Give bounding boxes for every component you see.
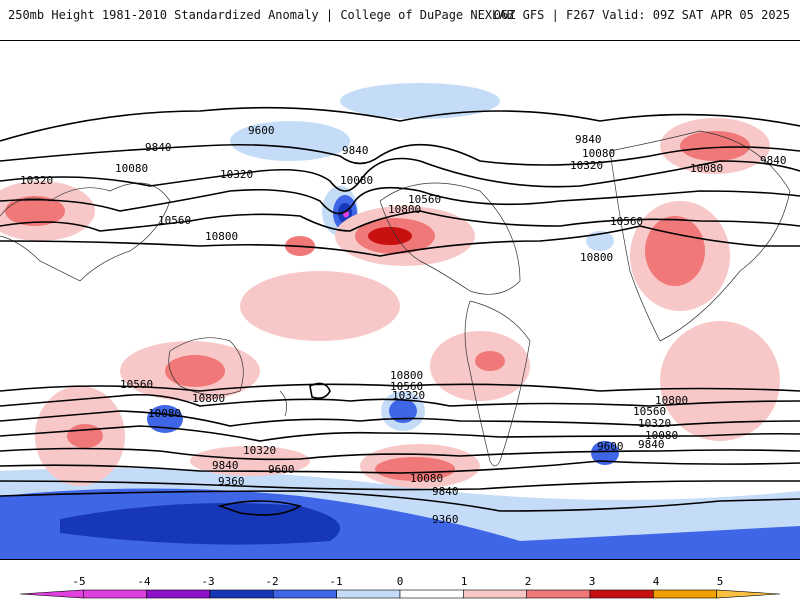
contour-label: 10320 — [220, 168, 253, 181]
contour-label: 9840 — [145, 141, 172, 154]
colorbar-segment — [653, 589, 717, 599]
colorbar-segment — [209, 589, 274, 599]
colorbar-ticks: -5 -4 -3 -2 -1 0 1 2 3 4 5 — [72, 575, 723, 588]
colorbar-segment — [336, 589, 401, 599]
contour-label: 10080 — [115, 162, 148, 175]
colorbar-segment — [146, 589, 211, 599]
contour-label: 9840 — [212, 459, 239, 472]
colorbar-segment — [526, 589, 591, 599]
colorbar-arrow-left — [19, 589, 84, 599]
contour-label: 10080 — [148, 407, 181, 420]
contour-label: 10080 — [582, 147, 615, 160]
colorbar-tick: -3 — [201, 575, 214, 588]
contour-label: 9840 — [432, 485, 459, 498]
contour-label: 10080 — [690, 162, 723, 175]
contour-label: 10560 — [408, 193, 441, 206]
positive-anomaly-shading — [0, 118, 780, 488]
colorbar-segment — [399, 589, 464, 599]
contour-label: 9840 — [760, 154, 787, 167]
contour-label: 10080 — [645, 429, 678, 442]
contour-label-group: 9600 9840 10080 10320 10560 10800 9840 1… — [20, 124, 787, 526]
colorbar-tick: 2 — [525, 575, 532, 588]
contour-label: 10560 — [610, 215, 643, 228]
contour-label: 9600 — [597, 440, 624, 453]
colorbar-tick: -5 — [72, 575, 85, 588]
map-frame: 9600 9840 10080 10320 10560 10800 9840 1… — [0, 40, 800, 560]
contour-label: 10320 — [20, 174, 53, 187]
contour-label: 9600 — [248, 124, 275, 137]
contour-label: 10560 — [158, 214, 191, 227]
contour-label: 10800 — [205, 230, 238, 243]
contour-label: 10080 — [340, 174, 373, 187]
contour-label: 10320 — [392, 389, 425, 402]
contour-label: 10560 — [390, 380, 423, 393]
colorbar-segment — [589, 589, 654, 599]
contour-label: 10800 — [192, 392, 225, 405]
contour-label: 9600 — [268, 463, 295, 476]
colorbar: -5 -4 -3 -2 -1 0 1 2 3 4 5 — [0, 560, 800, 600]
colorbar-boxes — [19, 589, 781, 599]
contour-label: 10080 — [410, 472, 443, 485]
colorbar-tick: 3 — [589, 575, 596, 588]
coastlines — [0, 130, 791, 467]
contour-label: 10320 — [243, 444, 276, 457]
contour-label: 9840 — [342, 144, 369, 157]
contour-label: 9840 — [575, 133, 602, 146]
colorbar-tick: 1 — [461, 575, 468, 588]
colorbar-tick: 4 — [653, 575, 660, 588]
colorbar-segment — [273, 589, 337, 599]
model-run-info: 06Z GFS | F267 Valid: 09Z SAT APR 05 202… — [493, 8, 790, 22]
contour-label: 10800 — [390, 369, 423, 382]
colorbar-tick: -4 — [137, 575, 151, 588]
anomaly-map: 9600 9840 10080 10320 10560 10800 9840 1… — [0, 41, 800, 559]
contour-label: 10800 — [655, 394, 688, 407]
colorbar-segment — [83, 589, 147, 599]
height-contours — [0, 106, 800, 516]
contour-label: 10800 — [388, 203, 421, 216]
colorbar-segment — [463, 589, 527, 599]
contour-label: 9360 — [218, 475, 245, 488]
contour-label: 9360 — [432, 513, 459, 526]
contour-label: 10320 — [638, 417, 671, 430]
map-title: 250mb Height 1981-2010 Standardized Anom… — [8, 8, 514, 22]
contour-label: 10320 — [570, 159, 603, 172]
colorbar-tick: -1 — [329, 575, 342, 588]
colorbar-tick: 5 — [717, 575, 724, 588]
colorbar-arrow-right — [716, 589, 781, 599]
contour-label: 10560 — [120, 378, 153, 391]
colorbar-svg: -5 -4 -3 -2 -1 0 1 2 3 4 5 — [19, 575, 781, 599]
colorbar-tick: -2 — [265, 575, 278, 588]
contour-label: 10800 — [580, 251, 613, 264]
contour-label: 10560 — [633, 405, 666, 418]
colorbar-tick: 0 — [397, 575, 404, 588]
contour-label: 9840 — [638, 438, 665, 451]
